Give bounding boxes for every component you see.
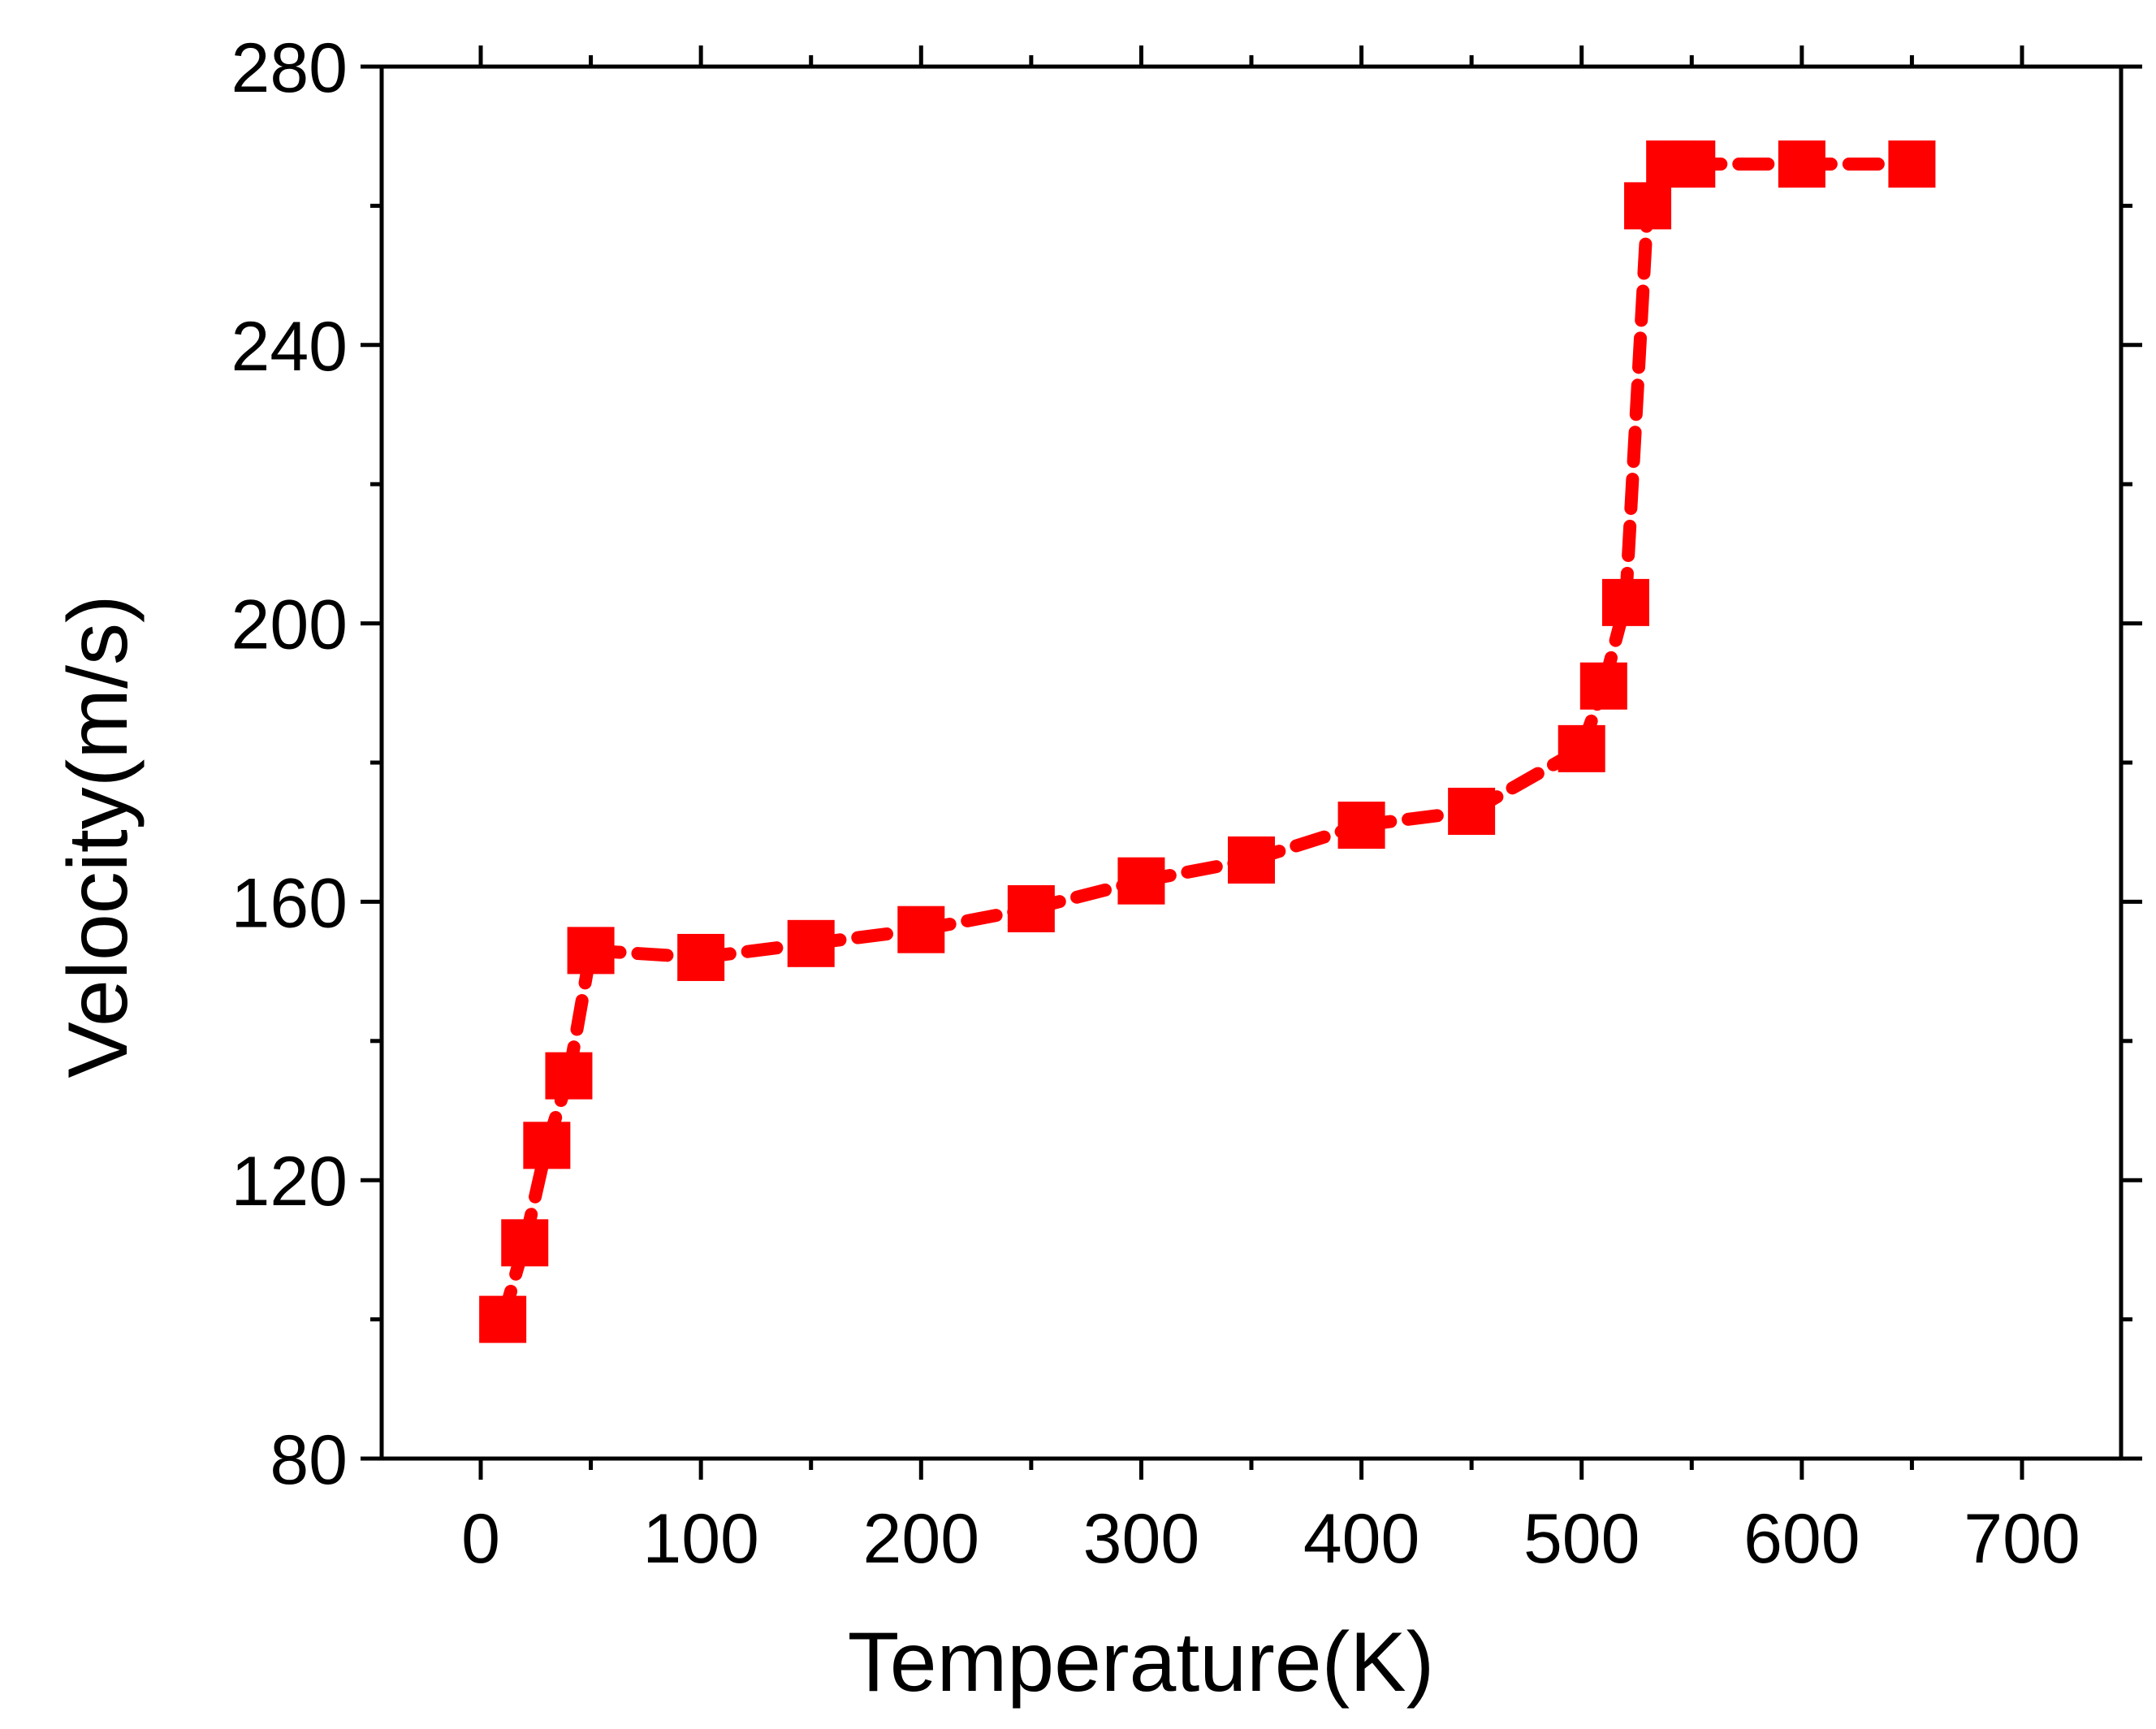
data-point-marker bbox=[1558, 724, 1605, 772]
y-tick-label: 280 bbox=[231, 29, 348, 107]
x-tick-label: 700 bbox=[1964, 1500, 2080, 1578]
data-point-marker bbox=[1448, 787, 1496, 835]
x-tick-label: 500 bbox=[1523, 1500, 1640, 1578]
y-tick-label: 120 bbox=[231, 1143, 348, 1221]
series-markers bbox=[479, 140, 1936, 1343]
x-tick-label: 600 bbox=[1743, 1500, 1860, 1578]
data-point-marker bbox=[1624, 182, 1672, 230]
data-point-marker bbox=[1337, 802, 1385, 849]
data-point-marker bbox=[1888, 140, 1936, 188]
x-tick-label: 0 bbox=[461, 1500, 500, 1578]
data-point-marker bbox=[1601, 578, 1649, 626]
y-tick-label: 200 bbox=[231, 586, 348, 664]
data-point-marker bbox=[523, 1122, 571, 1169]
y-tick-label: 240 bbox=[231, 308, 348, 386]
data-point-marker bbox=[501, 1219, 549, 1267]
x-tick-label: 300 bbox=[1083, 1500, 1200, 1578]
data-point-marker bbox=[677, 933, 725, 981]
data-point-marker bbox=[1228, 836, 1275, 884]
axis-ticks bbox=[361, 45, 2142, 1480]
x-axis-title: Temperature(K) bbox=[848, 1615, 1434, 1710]
data-point-marker bbox=[897, 906, 945, 953]
data-point-marker bbox=[787, 919, 835, 967]
plot-frame bbox=[379, 64, 2124, 1461]
data-point-marker bbox=[1007, 884, 1055, 932]
series-line-segment bbox=[1618, 199, 1655, 609]
y-tick-label: 80 bbox=[270, 1421, 348, 1499]
tick-labels: 0 100 200 300 400 500 600 700 80 120 160 200 240 280 bbox=[231, 29, 2080, 1578]
x-tick-label: 100 bbox=[642, 1500, 759, 1578]
x-tick-label: 200 bbox=[863, 1500, 980, 1578]
data-point-marker bbox=[567, 927, 615, 975]
plot-frame-border bbox=[379, 64, 2124, 1461]
data-point-marker bbox=[545, 1052, 593, 1100]
series-lines bbox=[496, 157, 1919, 1326]
x-tick-label: 400 bbox=[1303, 1500, 1420, 1578]
data-point-marker bbox=[1778, 140, 1825, 188]
data-point-marker bbox=[1579, 662, 1627, 710]
y-tick-label: 160 bbox=[231, 864, 348, 942]
y-axis-title: Velocity(m/s) bbox=[51, 594, 145, 1078]
data-point-marker bbox=[1117, 857, 1165, 905]
data-point-marker bbox=[1668, 140, 1716, 188]
data-point-marker bbox=[479, 1295, 527, 1343]
